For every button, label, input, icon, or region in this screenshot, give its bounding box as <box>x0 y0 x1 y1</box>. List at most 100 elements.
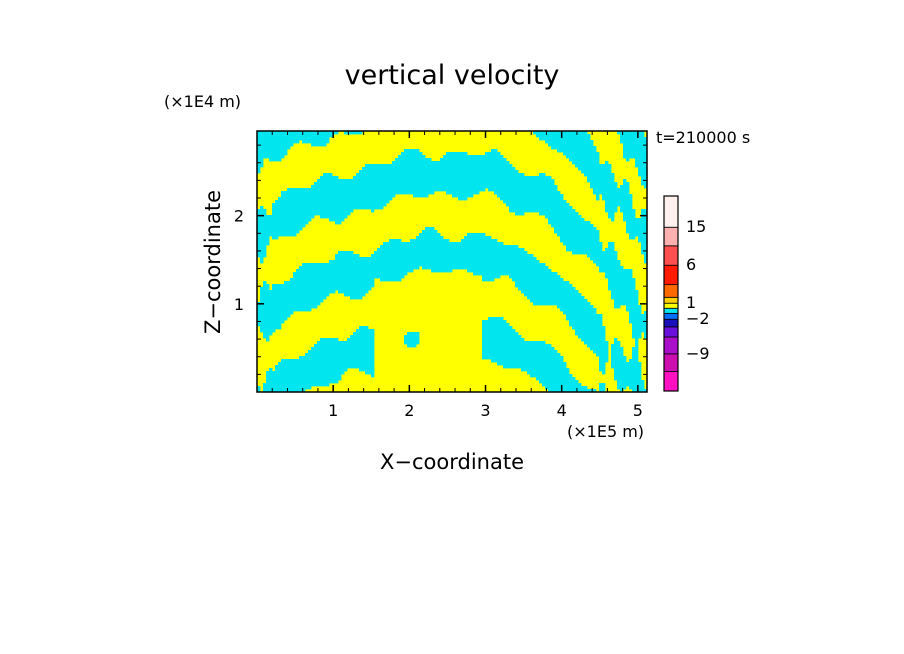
field-cell <box>488 317 504 321</box>
field-cell <box>629 359 639 363</box>
field-cell <box>413 194 429 198</box>
field-cell <box>257 218 312 222</box>
field-cell <box>629 320 647 324</box>
field-cell <box>632 323 647 327</box>
field-cell <box>632 347 639 351</box>
field-cell <box>272 212 351 216</box>
field-cell <box>530 299 588 303</box>
field-cell <box>533 302 591 306</box>
colorbar-band <box>663 312 679 320</box>
field-cell <box>575 164 612 168</box>
field-cell <box>362 167 516 171</box>
field-cell <box>266 380 339 384</box>
field-cell <box>305 353 375 357</box>
field-cell <box>257 239 270 243</box>
colorbar-tick-label: −9 <box>686 344 710 363</box>
field-cell <box>629 311 642 315</box>
field-cell <box>311 185 558 189</box>
field-cell <box>269 368 273 372</box>
field-cell <box>497 194 564 198</box>
field-cell <box>275 365 375 369</box>
field-cell <box>482 338 525 342</box>
field-cell <box>260 293 330 297</box>
field-cell <box>623 218 647 222</box>
field-cell <box>374 251 528 255</box>
field-cell <box>578 167 612 171</box>
field-cell <box>644 260 647 264</box>
field-cell <box>257 323 282 327</box>
field-cell <box>365 164 513 168</box>
field-cell <box>608 278 636 282</box>
field-cell <box>422 266 549 270</box>
field-cell <box>605 203 633 207</box>
field-cell <box>503 200 567 204</box>
field-cell <box>257 137 330 141</box>
field-cell <box>614 368 642 372</box>
field-cell <box>266 371 345 375</box>
field-cell <box>344 293 366 297</box>
field-cell <box>488 188 558 192</box>
field-cell <box>299 266 420 270</box>
field-cell <box>257 152 288 156</box>
field-cell <box>620 185 630 189</box>
field-cell <box>431 269 453 273</box>
plot-frame <box>256 130 648 393</box>
field-cell <box>365 371 375 375</box>
field-cell <box>263 383 330 387</box>
field-cell <box>617 131 645 135</box>
field-cell <box>563 152 600 156</box>
field-cell <box>641 212 647 216</box>
field-cell <box>635 341 639 345</box>
field-cell <box>296 269 414 273</box>
colorbar-band <box>663 195 679 228</box>
field-cell <box>263 281 267 285</box>
field-cell <box>596 353 609 357</box>
field-cell <box>611 296 639 300</box>
field-cell <box>560 236 600 240</box>
field-cell <box>593 350 609 354</box>
field-cell <box>572 161 600 165</box>
field-cell <box>257 386 261 390</box>
field-cell <box>263 386 312 390</box>
field-cell <box>323 173 333 177</box>
field-cell <box>635 338 639 342</box>
field-cell <box>605 275 633 279</box>
field-cell <box>260 260 264 264</box>
field-cell <box>557 149 597 153</box>
field-cell <box>314 182 555 186</box>
field-cell <box>635 161 647 165</box>
field-cell <box>641 176 647 180</box>
field-cell <box>575 329 606 333</box>
field-cell <box>338 251 354 255</box>
field-cell <box>608 212 615 216</box>
field-cell <box>605 248 615 252</box>
field-cell <box>515 281 570 285</box>
colorbar-band <box>663 245 679 266</box>
field-cell <box>539 137 591 141</box>
field-cell <box>380 278 402 282</box>
field-cell <box>599 266 624 270</box>
field-cell <box>611 356 627 360</box>
field-cell <box>566 317 603 321</box>
colorbar-band <box>663 336 679 355</box>
field-cell <box>260 299 324 303</box>
field-cell <box>623 143 647 147</box>
field-cell <box>620 206 633 210</box>
field-cell <box>311 143 327 147</box>
field-cell <box>539 173 546 177</box>
x-tick-label: 2 <box>404 401 414 420</box>
field-cell <box>593 188 630 192</box>
time-label: t=210000 s <box>656 128 750 147</box>
field-cell <box>554 230 600 234</box>
field-cell <box>623 215 636 219</box>
field-cell <box>353 332 375 336</box>
field-cell <box>320 176 339 180</box>
field-cell <box>545 215 582 219</box>
field-cell <box>356 329 375 333</box>
field-cell <box>644 335 647 339</box>
field-cell <box>530 374 573 378</box>
field-cell <box>563 311 597 315</box>
colorbar-band <box>663 318 679 328</box>
field-cell <box>614 341 621 345</box>
field-cell <box>524 293 582 297</box>
